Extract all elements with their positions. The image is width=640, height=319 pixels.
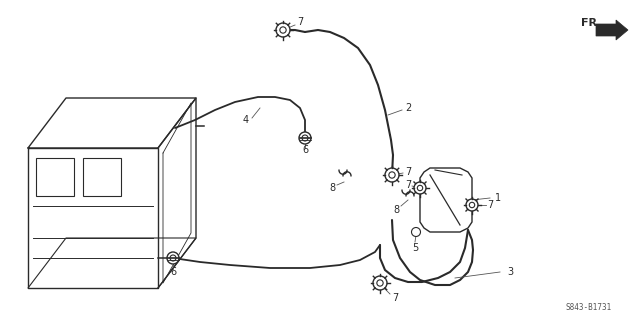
- Text: 8: 8: [393, 205, 399, 215]
- Text: S843-B1731: S843-B1731: [565, 303, 611, 313]
- Circle shape: [414, 182, 426, 194]
- Text: 3: 3: [507, 267, 513, 277]
- Text: 6: 6: [170, 267, 176, 277]
- Circle shape: [466, 199, 478, 211]
- Text: 7: 7: [487, 200, 493, 210]
- Circle shape: [276, 23, 290, 37]
- Text: FR.: FR.: [581, 18, 602, 28]
- Circle shape: [385, 168, 399, 182]
- Polygon shape: [596, 20, 628, 40]
- Text: 7: 7: [405, 180, 411, 190]
- Circle shape: [373, 276, 387, 290]
- Circle shape: [299, 132, 311, 144]
- Text: 8: 8: [329, 183, 335, 193]
- Circle shape: [167, 252, 179, 264]
- Text: 4: 4: [243, 115, 249, 125]
- Text: 1: 1: [495, 193, 501, 203]
- Text: 6: 6: [302, 145, 308, 155]
- Text: 2: 2: [405, 103, 411, 113]
- Text: 5: 5: [412, 243, 418, 253]
- Text: 7: 7: [405, 167, 411, 177]
- Text: 7: 7: [392, 293, 398, 303]
- Bar: [36, 158, 74, 196]
- Bar: [83, 158, 121, 196]
- Circle shape: [412, 227, 420, 236]
- Polygon shape: [420, 168, 472, 232]
- Text: 7: 7: [297, 17, 303, 27]
